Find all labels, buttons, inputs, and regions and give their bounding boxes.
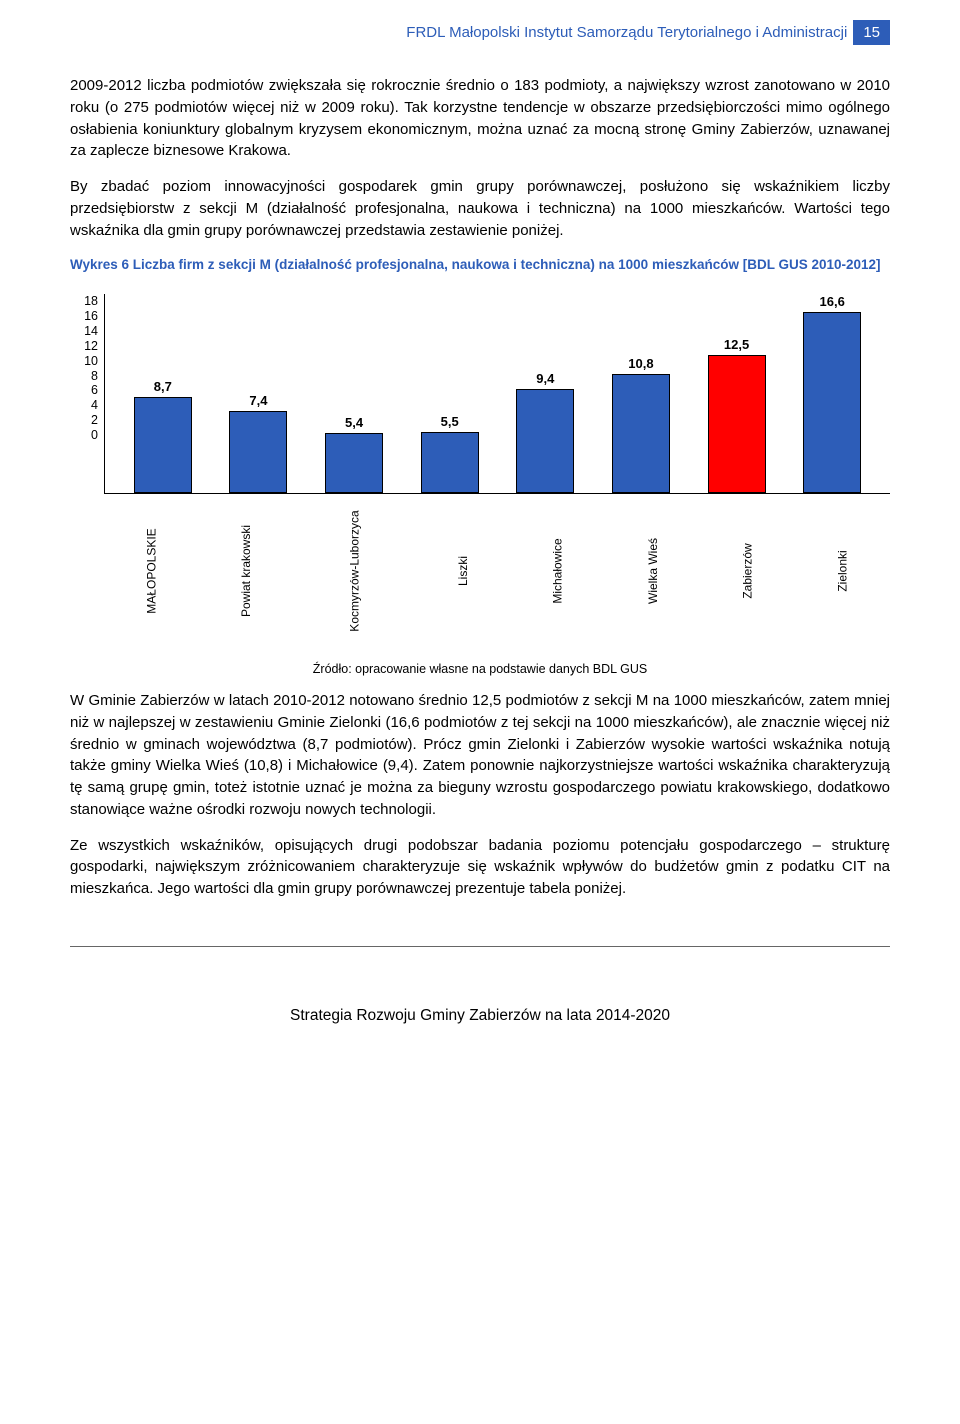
page-number-badge: 15 [853,20,890,45]
paragraph-3: W Gminie Zabierzów w latach 2010-2012 no… [70,690,890,821]
paragraph-4: Ze wszystkich wskaźników, opisujących dr… [70,835,890,900]
chart-source: Źródło: opracowanie własne na podstawie … [70,662,890,676]
bar-column: 10,8 [606,294,676,493]
y-tick: 6 [91,383,98,397]
bar-rect [421,432,479,493]
bar-rect [325,433,383,493]
bar-rect [612,374,670,493]
x-axis-slot: Powiat krakowski [199,494,294,578]
chart-plot-area: 181614121086420 8,7 7,4 5,4 5,5 9,4 10,8 12,5 1… [70,294,890,494]
bar-rect [708,355,766,493]
y-tick: 8 [91,369,98,383]
bar-rect [516,389,574,493]
chart-bars-row: 8,7 7,4 5,4 5,5 9,4 10,8 12,5 16,6 [104,294,890,494]
chart-y-axis: 181614121086420 [70,294,104,494]
document-page: FRDL Małopolski Instytut Samorządu Teryt… [0,0,960,1055]
bar-column: 5,5 [415,294,485,493]
y-tick: 0 [91,428,98,442]
x-axis-label: Liszki [456,556,470,586]
x-axis-label: MAŁOPOLSKIE [144,528,158,613]
chart-6: 181614121086420 8,7 7,4 5,4 5,5 9,4 10,8 12,5 1… [70,294,890,644]
x-axis-slot: Kocmyrzów-Luborzyca [294,494,415,578]
y-tick: 14 [84,324,98,338]
chart-plot: 8,7 7,4 5,4 5,5 9,4 10,8 12,5 16,6 [104,294,890,494]
y-tick: 4 [91,398,98,412]
x-axis-slot: Liszki [415,494,510,578]
x-axis-slot: MAŁOPOLSKIE [104,494,199,578]
x-axis-slot: Zabierzów [700,494,795,578]
bar-rect [134,397,192,493]
x-axis-slot: Michałowice [510,494,605,578]
bar-value-label: 7,4 [249,393,267,408]
bar-column: 9,4 [510,294,580,493]
footer-divider [70,946,890,947]
x-axis-label: Powiat krakowski [239,525,253,617]
header-title: FRDL Małopolski Instytut Samorządu Teryt… [406,24,847,41]
y-tick: 16 [84,309,98,323]
paragraph-1: 2009-2012 liczba podmiotów zwiększała si… [70,75,890,162]
bar-value-label: 9,4 [536,371,554,386]
footer-text: Strategia Rozwoju Gminy Zabierzów na lat… [70,1007,890,1025]
bar-value-label: 8,7 [154,379,172,394]
page-header: FRDL Małopolski Instytut Samorządu Teryt… [70,20,890,45]
bar-value-label: 12,5 [724,337,749,352]
bar-value-label: 10,8 [628,356,653,371]
y-tick: 12 [84,339,98,353]
x-axis-slot: Wielka Wieś [605,494,700,578]
bar-column: 12,5 [702,294,772,493]
x-axis-label: Michałowice [551,538,565,603]
y-tick: 10 [84,354,98,368]
bar-value-label: 5,4 [345,415,363,430]
paragraph-2: By zbadać poziom innowacyjności gospodar… [70,176,890,241]
x-axis-slot: Zielonki [795,494,890,578]
x-axis-label: Zabierzów [741,543,755,598]
y-tick: 18 [84,294,98,308]
bar-value-label: 5,5 [441,414,459,429]
chart-x-axis: MAŁOPOLSKIEPowiat krakowskiKocmyrzów-Lub… [104,494,890,644]
bar-value-label: 16,6 [820,294,845,309]
x-axis-label: Kocmyrzów-Luborzyca [348,510,362,631]
x-axis-label: Wielka Wieś [646,538,660,604]
bar-column: 5,4 [319,294,389,493]
chart-caption: Wykres 6 Liczba firm z sekcji M (działal… [70,255,890,276]
bar-column: 7,4 [223,294,293,493]
x-axis-label: Zielonki [836,550,850,591]
bar-rect [803,312,861,493]
y-tick: 2 [91,413,98,427]
bar-column: 8,7 [128,294,198,493]
bar-column: 16,6 [797,294,867,493]
bar-rect [229,411,287,493]
